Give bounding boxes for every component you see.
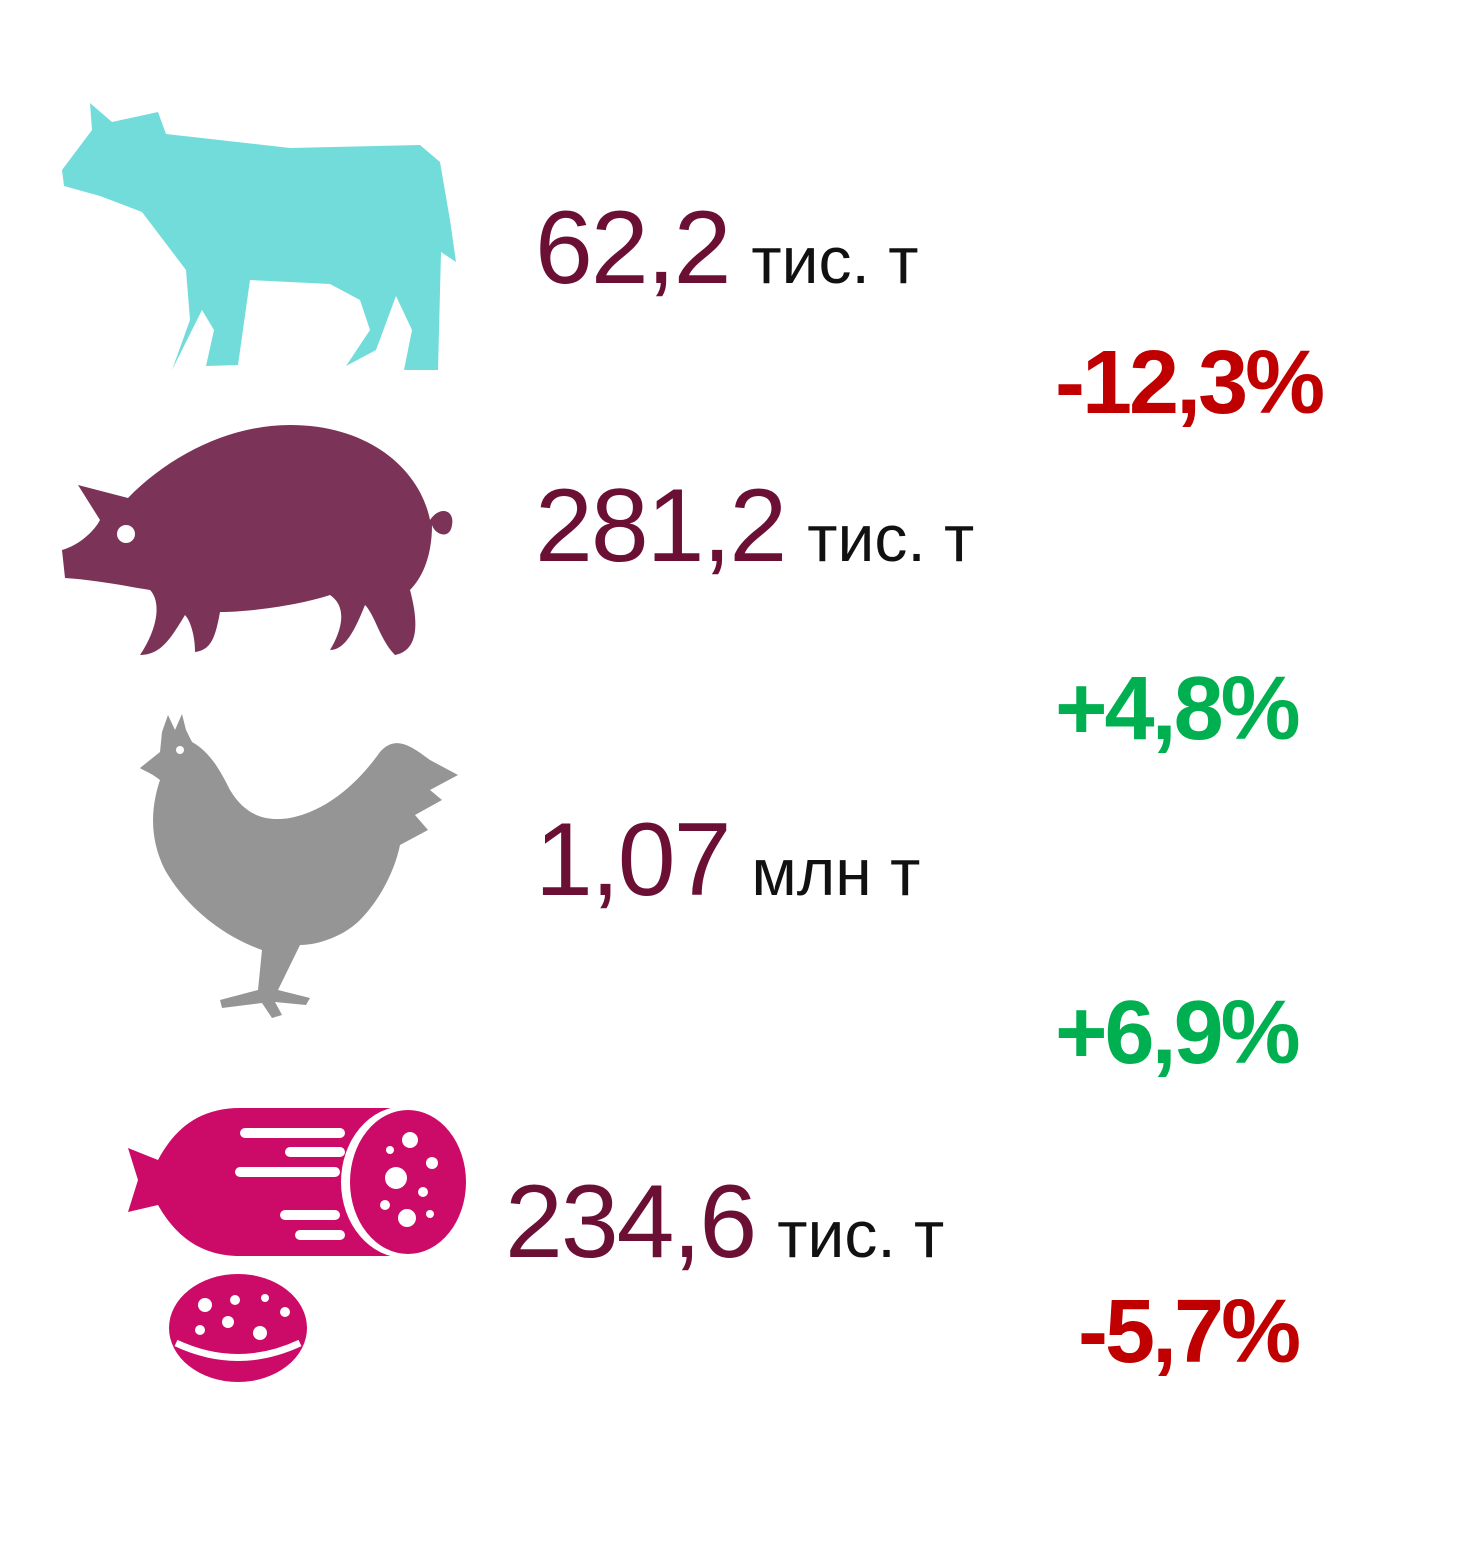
value-unit: млн т bbox=[751, 835, 921, 909]
sausage-change: -5,7% bbox=[1078, 1282, 1301, 1382]
value-unit: тис. т bbox=[751, 223, 919, 297]
chicken-eye-icon bbox=[176, 746, 184, 754]
cow-change: -12,3% bbox=[1055, 333, 1325, 433]
cow-production-value: 62,2 тис. т bbox=[535, 196, 918, 300]
sausage-production-value: 234,6 тис. т bbox=[505, 1170, 944, 1274]
pig-change: +4,8% bbox=[1055, 659, 1301, 759]
value-unit: тис. т bbox=[807, 501, 975, 575]
chicken-icon bbox=[140, 714, 458, 1018]
value-number: 1,07 bbox=[535, 802, 731, 918]
value-number: 62,2 bbox=[535, 190, 731, 306]
sausage-icon bbox=[128, 1106, 469, 1382]
pig-eye-icon bbox=[117, 525, 135, 543]
value-unit: тис. т bbox=[777, 1197, 945, 1271]
pig-production-value: 281,2 тис. т bbox=[535, 474, 974, 578]
chicken-change: +6,9% bbox=[1055, 983, 1301, 1083]
chicken-production-value: 1,07 млн т bbox=[535, 808, 920, 912]
value-number: 234,6 bbox=[505, 1164, 757, 1280]
cow-icon bbox=[62, 103, 456, 370]
value-number: 281,2 bbox=[535, 468, 787, 584]
pig-icon bbox=[62, 425, 453, 655]
